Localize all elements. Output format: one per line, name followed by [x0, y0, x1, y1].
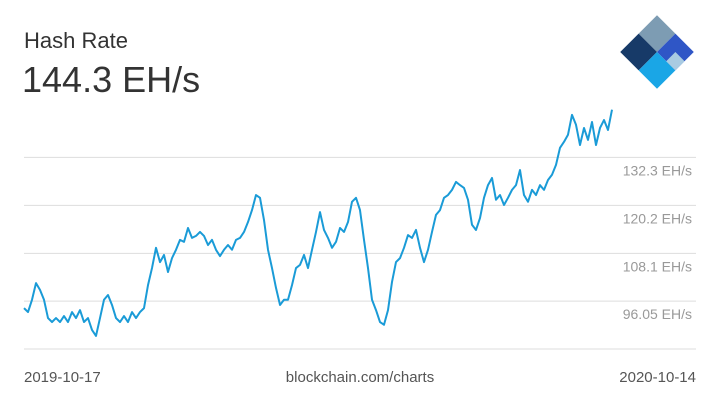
x-tick-label: 2020-10-14 — [619, 369, 696, 386]
logo-part — [620, 33, 657, 71]
y-tick-label: 108.1 EH/s — [623, 258, 692, 274]
y-tick-label: 96.05 EH/s — [623, 306, 692, 322]
y-tick-label: 120.2 EH/s — [623, 210, 692, 226]
logo-part — [638, 52, 676, 89]
source: blockchain.com/charts — [286, 369, 434, 386]
current-value: 144.3 EH/s — [22, 59, 200, 100]
logo — [620, 15, 694, 89]
y-tick-label: 132.3 EH/s — [623, 162, 692, 178]
logo-part — [638, 15, 676, 52]
chart-title: Hash Rate — [24, 28, 128, 53]
line — [23, 109, 613, 337]
x-tick-label: 2019-10-17 — [24, 369, 101, 386]
